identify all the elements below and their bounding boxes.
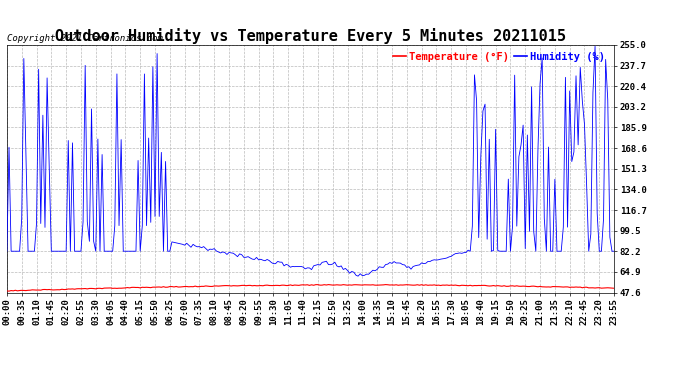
Text: Copyright 2021 Cartronics.com: Copyright 2021 Cartronics.com	[7, 33, 163, 42]
Legend: Temperature (°F), Humidity (%): Temperature (°F), Humidity (%)	[389, 48, 609, 66]
Title: Outdoor Humidity vs Temperature Every 5 Minutes 20211015: Outdoor Humidity vs Temperature Every 5 …	[55, 28, 566, 44]
